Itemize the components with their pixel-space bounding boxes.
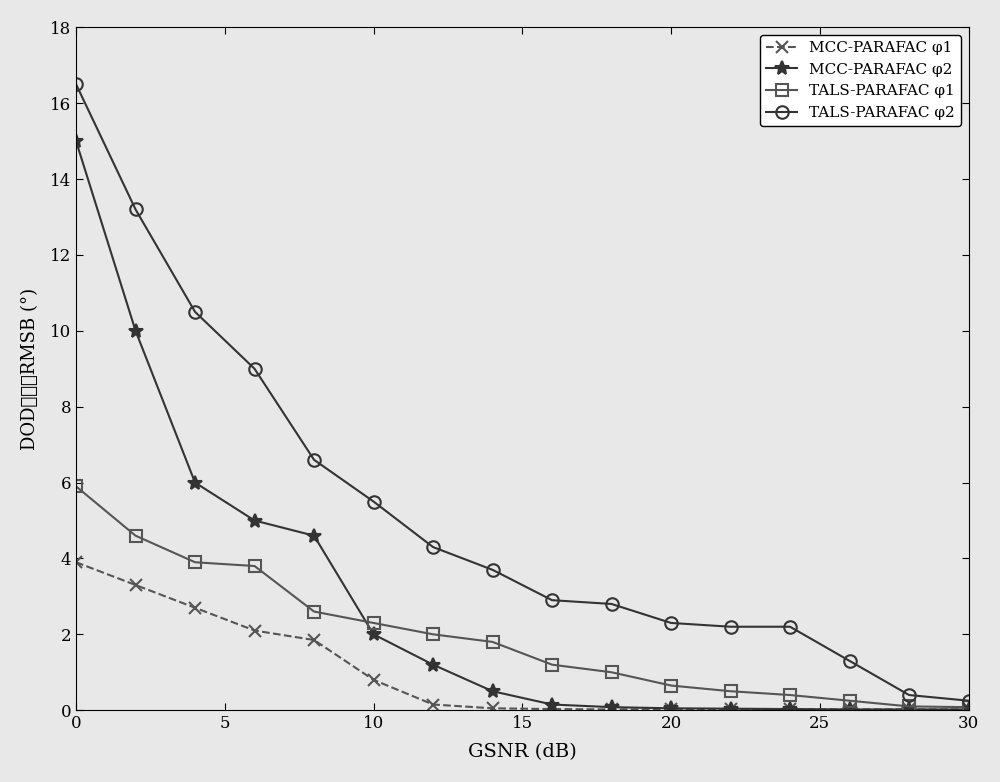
MCC-PARAFAC φ2 <box>546 700 558 709</box>
TALS-PARAFAC φ2 <box>546 595 558 604</box>
TALS-PARAFAC φ2 <box>784 622 796 631</box>
MCC-PARAFAC φ2 <box>249 516 261 526</box>
TALS-PARAFAC φ1 <box>784 691 796 700</box>
MCC-PARAFAC φ1 <box>130 580 142 590</box>
MCC-PARAFAC φ2 <box>844 705 856 714</box>
Line: TALS-PARAFAC φ1: TALS-PARAFAC φ1 <box>71 481 974 712</box>
Legend: MCC-PARAFAC φ1, MCC-PARAFAC φ2, TALS-PARAFAC φ1, TALS-PARAFAC φ2: MCC-PARAFAC φ1, MCC-PARAFAC φ2, TALS-PAR… <box>760 35 961 126</box>
TALS-PARAFAC φ2 <box>606 599 618 608</box>
MCC-PARAFAC φ2 <box>70 136 82 145</box>
MCC-PARAFAC φ2 <box>963 705 975 714</box>
TALS-PARAFAC φ1 <box>130 531 142 540</box>
TALS-PARAFAC φ2 <box>427 543 439 552</box>
MCC-PARAFAC φ2 <box>308 531 320 540</box>
TALS-PARAFAC φ2 <box>249 364 261 374</box>
MCC-PARAFAC φ2 <box>427 660 439 669</box>
Line: MCC-PARAFAC φ2: MCC-PARAFAC φ2 <box>69 135 975 716</box>
TALS-PARAFAC φ1 <box>70 482 82 491</box>
MCC-PARAFAC φ1 <box>546 705 558 714</box>
TALS-PARAFAC φ1 <box>903 701 915 711</box>
TALS-PARAFAC φ1 <box>546 660 558 669</box>
MCC-PARAFAC φ1 <box>844 705 856 714</box>
TALS-PARAFAC φ2 <box>368 497 380 506</box>
MCC-PARAFAC φ1 <box>427 700 439 709</box>
MCC-PARAFAC φ2 <box>903 705 915 714</box>
TALS-PARAFAC φ1 <box>844 696 856 705</box>
MCC-PARAFAC φ1 <box>368 675 380 684</box>
MCC-PARAFAC φ1 <box>963 705 975 714</box>
Line: MCC-PARAFAC φ1: MCC-PARAFAC φ1 <box>71 557 974 715</box>
MCC-PARAFAC φ2 <box>130 326 142 335</box>
TALS-PARAFAC φ2 <box>70 80 82 89</box>
MCC-PARAFAC φ1 <box>665 705 677 714</box>
MCC-PARAFAC φ1 <box>487 704 499 713</box>
X-axis label: GSNR (dB): GSNR (dB) <box>468 743 577 761</box>
TALS-PARAFAC φ2 <box>665 619 677 628</box>
MCC-PARAFAC φ2 <box>487 687 499 696</box>
MCC-PARAFAC φ1 <box>784 705 796 714</box>
TALS-PARAFAC φ1 <box>725 687 737 696</box>
TALS-PARAFAC φ1 <box>368 619 380 628</box>
MCC-PARAFAC φ1 <box>70 558 82 567</box>
MCC-PARAFAC φ2 <box>368 630 380 639</box>
TALS-PARAFAC φ1 <box>249 561 261 571</box>
Line: TALS-PARAFAC φ2: TALS-PARAFAC φ2 <box>70 78 975 707</box>
TALS-PARAFAC φ2 <box>130 205 142 214</box>
TALS-PARAFAC φ1 <box>487 637 499 647</box>
TALS-PARAFAC φ2 <box>308 455 320 465</box>
MCC-PARAFAC φ1 <box>725 705 737 714</box>
MCC-PARAFAC φ2 <box>189 478 201 487</box>
TALS-PARAFAC φ2 <box>725 622 737 631</box>
Y-axis label: DOD估计的RMSB (°): DOD估计的RMSB (°) <box>21 288 39 450</box>
MCC-PARAFAC φ2 <box>725 704 737 713</box>
MCC-PARAFAC φ2 <box>784 705 796 714</box>
TALS-PARAFAC φ1 <box>308 607 320 616</box>
MCC-PARAFAC φ2 <box>606 702 618 712</box>
MCC-PARAFAC φ1 <box>249 626 261 635</box>
TALS-PARAFAC φ1 <box>606 668 618 677</box>
TALS-PARAFAC φ1 <box>427 630 439 639</box>
TALS-PARAFAC φ2 <box>963 696 975 705</box>
MCC-PARAFAC φ1 <box>606 705 618 714</box>
TALS-PARAFAC φ2 <box>189 307 201 317</box>
TALS-PARAFAC φ1 <box>189 558 201 567</box>
TALS-PARAFAC φ2 <box>844 656 856 665</box>
MCC-PARAFAC φ1 <box>308 635 320 644</box>
MCC-PARAFAC φ2 <box>665 704 677 713</box>
TALS-PARAFAC φ1 <box>963 702 975 712</box>
MCC-PARAFAC φ1 <box>189 603 201 612</box>
TALS-PARAFAC φ2 <box>903 691 915 700</box>
TALS-PARAFAC φ2 <box>487 565 499 575</box>
MCC-PARAFAC φ1 <box>903 705 915 714</box>
TALS-PARAFAC φ1 <box>665 681 677 691</box>
